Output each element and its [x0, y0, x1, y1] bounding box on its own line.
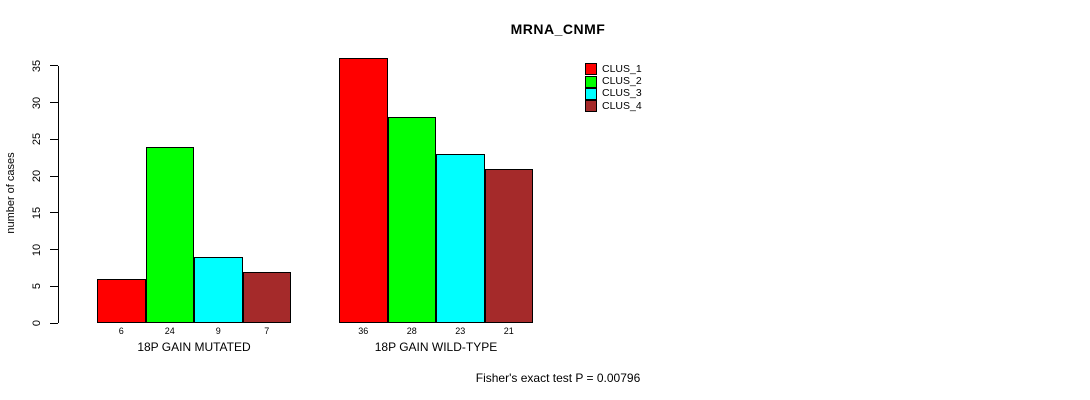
- y-tick-label: 10: [31, 243, 43, 256]
- legend-label: CLUS_1: [602, 62, 642, 75]
- fisher-test-annotation: Fisher's exact test P = 0.00796: [475, 371, 641, 385]
- legend-swatch-icon: [585, 100, 597, 113]
- y-tick-mark: [50, 138, 58, 140]
- y-tick-mark: [50, 65, 58, 67]
- bar-clus_2-2: [387, 117, 436, 323]
- bar-value-label: 9: [215, 326, 221, 336]
- bar-clus_4-2: [484, 168, 533, 323]
- y-tick-label: 30: [31, 96, 43, 109]
- x-axis-group-label: 18P GAIN WILD-TYPE: [374, 340, 498, 354]
- x-axis-group-label: 18P GAIN MUTATED: [137, 340, 251, 354]
- bar-clus_2-1: [145, 146, 194, 323]
- bar-clus_4-1: [242, 271, 291, 323]
- y-axis-title: number of cases: [5, 152, 17, 234]
- bar-clus_1-2: [339, 58, 388, 323]
- y-tick-mark: [50, 249, 58, 250]
- legend-item-clus_1: CLUS_1: [585, 62, 642, 76]
- legend-item-clus_3: CLUS_3: [585, 87, 642, 100]
- bar-clus_3-1: [194, 256, 243, 323]
- legend-item-clus_4: CLUS_4: [585, 99, 642, 113]
- legend: CLUS_1 CLUS_2 CLUS_3 CLUS_4: [585, 63, 642, 113]
- bar-value-label: 6: [118, 326, 124, 336]
- y-tick-label: 25: [31, 133, 43, 146]
- legend-label: CLUS_3: [602, 87, 642, 100]
- y-tick-label: 5: [31, 283, 43, 290]
- legend-swatch-icon: [585, 87, 597, 100]
- bar-value-label: 7: [264, 326, 270, 336]
- bar-value-label: 28: [406, 326, 417, 336]
- legend-label: CLUS_2: [602, 75, 642, 88]
- bar-value-label: 23: [455, 326, 466, 336]
- y-tick-label: 15: [31, 206, 43, 219]
- bar-value-label: 36: [358, 326, 369, 336]
- y-tick-mark: [50, 285, 58, 287]
- chart-title: MRNA_CNMF: [510, 21, 606, 37]
- y-axis-line: [58, 66, 59, 323]
- bar-value-label: 24: [164, 326, 175, 336]
- legend-swatch-icon: [585, 75, 597, 88]
- y-tick-label: 35: [31, 59, 43, 72]
- y-tick-label: 0: [31, 319, 43, 327]
- bar-clus_1-1: [97, 278, 146, 323]
- legend-item-clus_2: CLUS_2: [585, 75, 642, 88]
- bar-value-label: 21: [503, 326, 514, 336]
- legend-swatch-icon: [585, 63, 597, 76]
- y-tick-mark: [50, 322, 58, 324]
- legend-label: CLUS_4: [602, 99, 642, 112]
- y-tick-mark: [50, 175, 58, 177]
- y-tick-mark: [50, 212, 58, 214]
- bar-clus_3-2: [436, 153, 485, 323]
- y-tick-mark: [50, 102, 58, 103]
- y-tick-label: 20: [31, 169, 43, 183]
